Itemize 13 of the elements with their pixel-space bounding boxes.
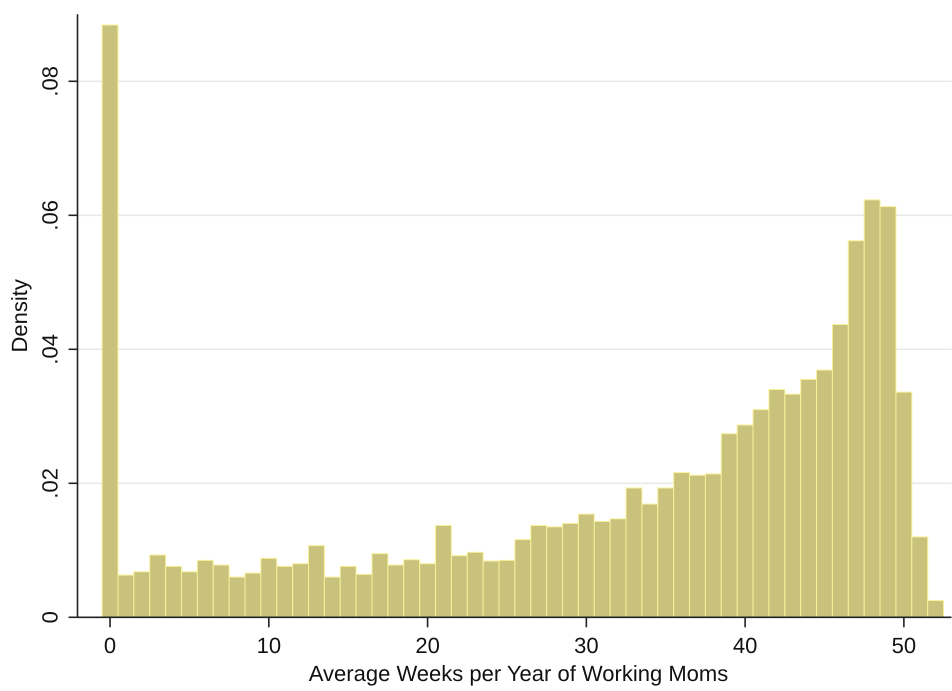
- y-tick-label: .06: [38, 200, 62, 231]
- y-tick-label: .04: [38, 334, 62, 365]
- y-tick-label: .02: [38, 468, 62, 499]
- y-axis-title: Density: [7, 279, 32, 352]
- x-tick-label: 20: [415, 632, 440, 658]
- x-tick-label: 10: [256, 632, 282, 658]
- x-tick-label: 0: [104, 632, 116, 658]
- y-tick-label: 0: [38, 611, 62, 624]
- y-tick-label: .08: [38, 66, 62, 97]
- x-tick-label: 30: [574, 632, 599, 658]
- x-tick-label: 50: [892, 632, 916, 658]
- x-tick-label: 40: [732, 632, 758, 658]
- x-axis-title: Average Weeks per Year of Working Moms: [308, 661, 728, 686]
